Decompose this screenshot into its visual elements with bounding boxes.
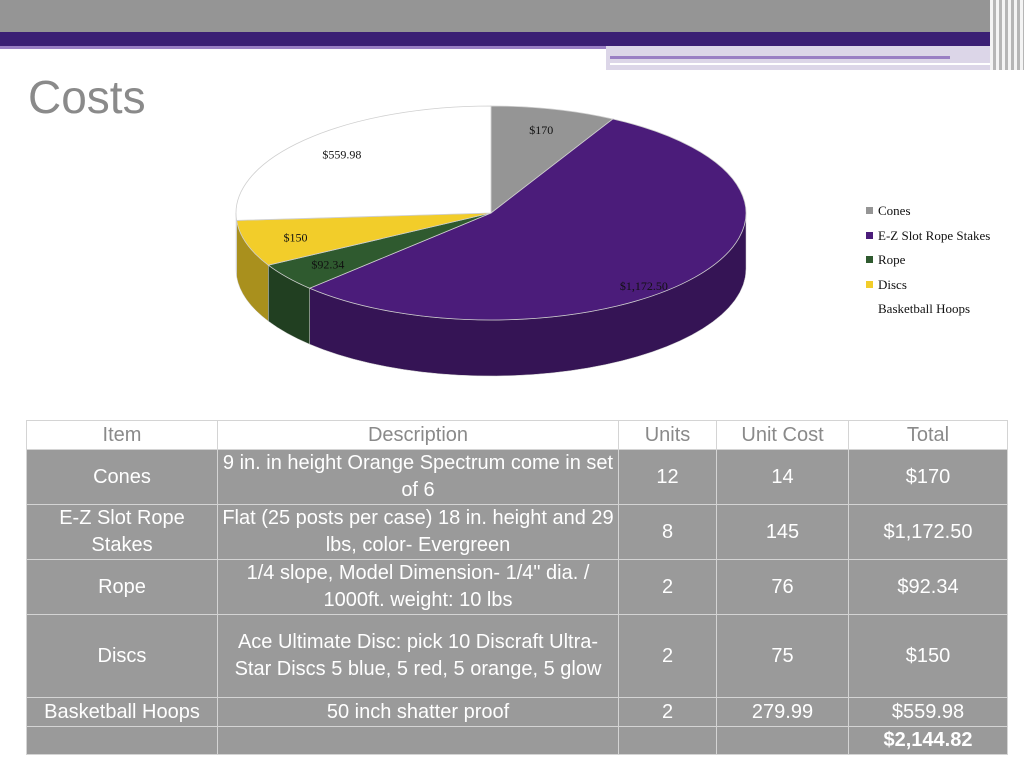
slide-title: Costs [28, 71, 146, 123]
table-total-row: $2,144.82 [26, 726, 1008, 755]
legend-item-2: Rope [866, 252, 990, 277]
table-cell: Discs [26, 614, 218, 698]
table-cell: Rope [26, 559, 218, 615]
table-cell: 9 in. in height Orange Spectrum come in … [217, 449, 619, 505]
pie-chart: $170 $1,172.50 $92.34 $150 $559.98 [235, 105, 747, 377]
table-cell [26, 726, 218, 755]
table-cell: $170 [848, 449, 1008, 505]
legend-swatch [866, 256, 873, 263]
top-banner-accent-line-3 [610, 63, 1000, 65]
legend-label: Basketball Hoops [878, 301, 971, 316]
table-cell: $150 [848, 614, 1008, 698]
table-row: Cones 9 in. in height Orange Spectrum com… [26, 449, 1008, 505]
table-header-cell: Total [848, 420, 1008, 450]
legend-swatch [866, 207, 873, 214]
table-cell: $92.34 [848, 559, 1008, 615]
table-cell: $1,172.50 [848, 504, 1008, 560]
table-cell: 279.99 [716, 697, 849, 727]
legend-label: Rope [878, 252, 906, 267]
legend-swatch [866, 305, 873, 312]
table-row: Discs Ace Ultimate Disc: pick 10 Discraft… [26, 614, 1008, 698]
legend-item-4: Basketball Hoops [866, 301, 990, 326]
top-banner-accent-line-2 [610, 56, 950, 59]
table-cell: Cones [26, 449, 218, 505]
pie-data-label-1: $1,172.50 [620, 279, 668, 293]
table-cell: 75 [716, 614, 849, 698]
pie-data-label-0: $170 [529, 123, 553, 137]
table-row: Basketball Hoops 50 inch shatter proof 2 27… [26, 697, 1008, 727]
table-cell: 14 [716, 449, 849, 505]
table-cell: E-Z Slot Rope Stakes [26, 504, 218, 560]
pie-slice-1 [308, 118, 747, 321]
top-banner-accent-line [0, 46, 606, 49]
pie-slice-3 [236, 212, 492, 266]
grand-total-cell: $2,144.82 [848, 726, 1008, 755]
legend-swatch [866, 231, 873, 239]
top-banner-purple [0, 32, 1024, 46]
table-cell: 12 [618, 449, 717, 505]
table-cell: Flat (25 posts per case) 18 in. height a… [217, 504, 619, 560]
table-cell [217, 726, 619, 755]
table-cell: Ace Ultimate Disc: pick 10 Discraft Ultr… [217, 614, 619, 698]
table-header-cell: Unit Cost [716, 420, 849, 450]
table-cell: 2 [618, 697, 717, 727]
pie-data-label-4: $559.98 [322, 148, 361, 162]
table-cell: Basketball Hoops [26, 697, 218, 727]
table-row: E-Z Slot Rope Stakes Flat (25 posts per c… [26, 504, 1008, 560]
table-header-cell: Item [26, 420, 218, 450]
legend-label: Discs [878, 276, 907, 292]
table-cell: 2 [618, 614, 717, 698]
legend-item-0: Cones [866, 203, 990, 228]
legend-label: E-Z Slot Rope Stakes [878, 227, 991, 243]
top-banner-stripes [990, 0, 1024, 70]
table-cell: 2 [618, 559, 717, 615]
table-header-cell: Units [618, 420, 717, 450]
table-cell: 8 [618, 504, 717, 560]
pie-data-label-2: $92.34 [311, 257, 344, 271]
table-cell [716, 726, 849, 755]
legend-label: Cones [878, 203, 911, 218]
table-cell: 1/4 slope, Model Dimension- 1/4" dia. / … [217, 559, 619, 615]
table-cell [618, 726, 717, 755]
legend-item-1: E-Z Slot Rope Stakes [866, 228, 990, 253]
chart-legend: Cones E-Z Slot Rope Stakes Rope Discs Basket… [866, 203, 990, 326]
legend-item-3: Discs [866, 277, 990, 302]
pie-slice-side-4 [235, 212, 237, 277]
table-cell: $559.98 [848, 697, 1008, 727]
pie-data-label-3: $150 [283, 230, 307, 244]
pie-slice-0 [490, 105, 614, 214]
table-cell: 50 inch shatter proof [217, 697, 619, 727]
legend-swatch [866, 280, 873, 288]
pie-slice-4 [235, 105, 492, 221]
table-cell: 145 [716, 504, 849, 560]
table-header-cell: Description [217, 420, 619, 450]
table-cell: 76 [716, 559, 849, 615]
cost-table: Item Description Units Unit Cost Total Cones… [26, 420, 1008, 755]
top-banner-grey [0, 0, 1024, 32]
table-header-row: Item Description Units Unit Cost Total [26, 420, 1008, 450]
table-row: Rope 1/4 slope, Model Dimension- 1/4" dia… [26, 559, 1008, 615]
